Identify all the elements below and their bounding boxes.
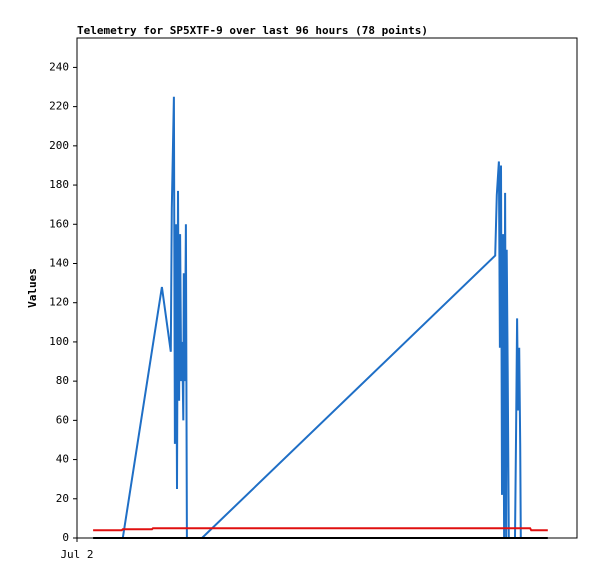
y-tick-label: 140: [49, 256, 69, 269]
y-tick-label: 220: [49, 100, 69, 113]
y-tick-label: 180: [49, 178, 69, 191]
y-tick-label: 200: [49, 139, 69, 152]
y-tick-label: 240: [49, 60, 69, 73]
y-tick-label: 60: [56, 413, 69, 426]
y-tick-label: 160: [49, 217, 69, 230]
y-tick-label: 0: [62, 531, 69, 544]
y-tick-label: 120: [49, 296, 69, 309]
y-tick-label: 20: [56, 492, 69, 505]
y-axis-label: Values: [26, 268, 39, 308]
y-tick-label: 40: [56, 453, 69, 466]
data-line: [93, 527, 548, 532]
x-tick-label: Jul 2: [60, 548, 93, 561]
y-tick-label: 100: [49, 335, 69, 348]
y-tick-label: 80: [56, 374, 69, 387]
chart-title: Telemetry for SP5XTF-9 over last 96 hour…: [77, 24, 428, 37]
